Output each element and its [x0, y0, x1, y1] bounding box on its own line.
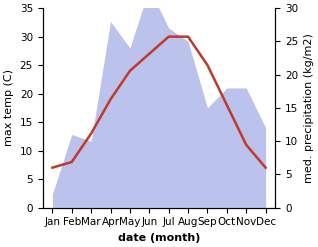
Y-axis label: med. precipitation (kg/m2): med. precipitation (kg/m2) [304, 33, 314, 183]
Y-axis label: max temp (C): max temp (C) [4, 69, 14, 146]
X-axis label: date (month): date (month) [118, 233, 200, 243]
